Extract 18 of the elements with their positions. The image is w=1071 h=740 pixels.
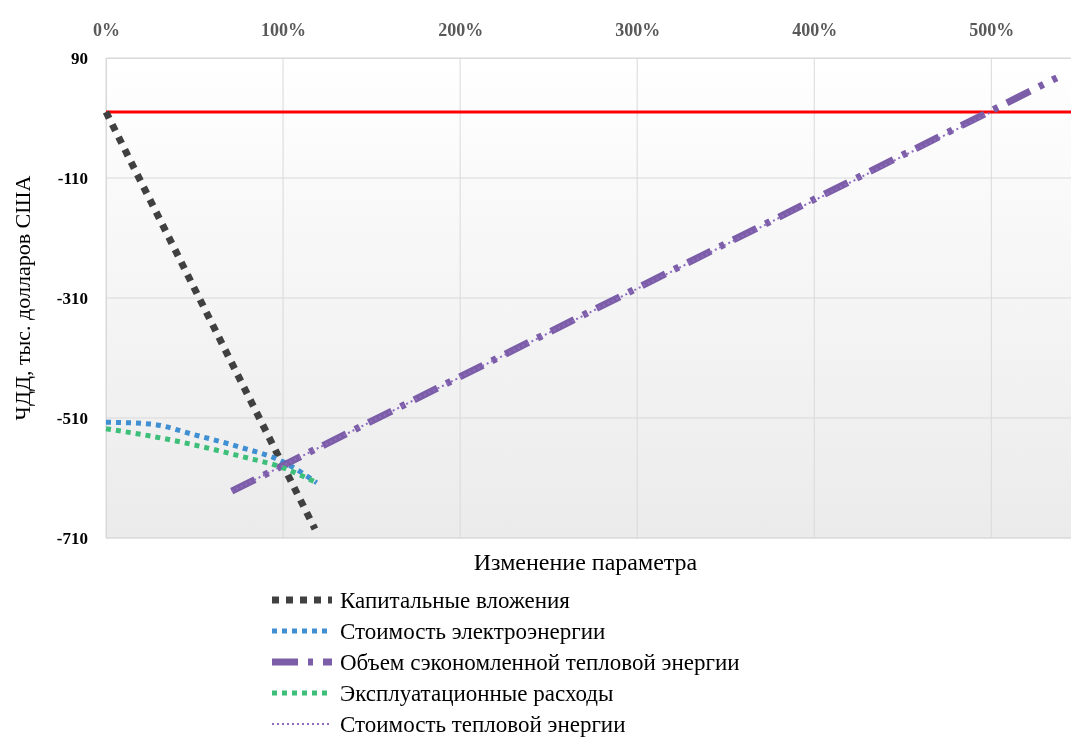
x-tick-label: 300% [615, 20, 661, 40]
y-axis-title: ЧДД, тыс. долларов США [10, 175, 35, 421]
y-tick-label: -310 [56, 288, 88, 308]
x-tick-label: 200% [438, 20, 484, 40]
legend-label: Эксплуатационные расходы [340, 681, 614, 706]
x-tick-label: 0% [93, 20, 120, 40]
x-tick-label: 500% [969, 20, 1015, 40]
legend-label: Объем сэкономленной тепловой энергии [340, 650, 740, 675]
y-tick-label: -710 [56, 528, 88, 548]
legend-label: Стоимость электроэнергии [340, 619, 606, 644]
y-tick-label: 90 [71, 48, 88, 68]
y-tick-label: -510 [56, 408, 88, 428]
legend-label: Капитальные вложения [340, 588, 571, 613]
x-axis-title: Изменение параметра [473, 549, 698, 575]
legend-label: Стоимость тепловой энергии [340, 712, 626, 737]
y-tick-label: -110 [57, 168, 88, 188]
x-tick-label: 400% [792, 20, 838, 40]
x-tick-label: 100% [261, 20, 307, 40]
